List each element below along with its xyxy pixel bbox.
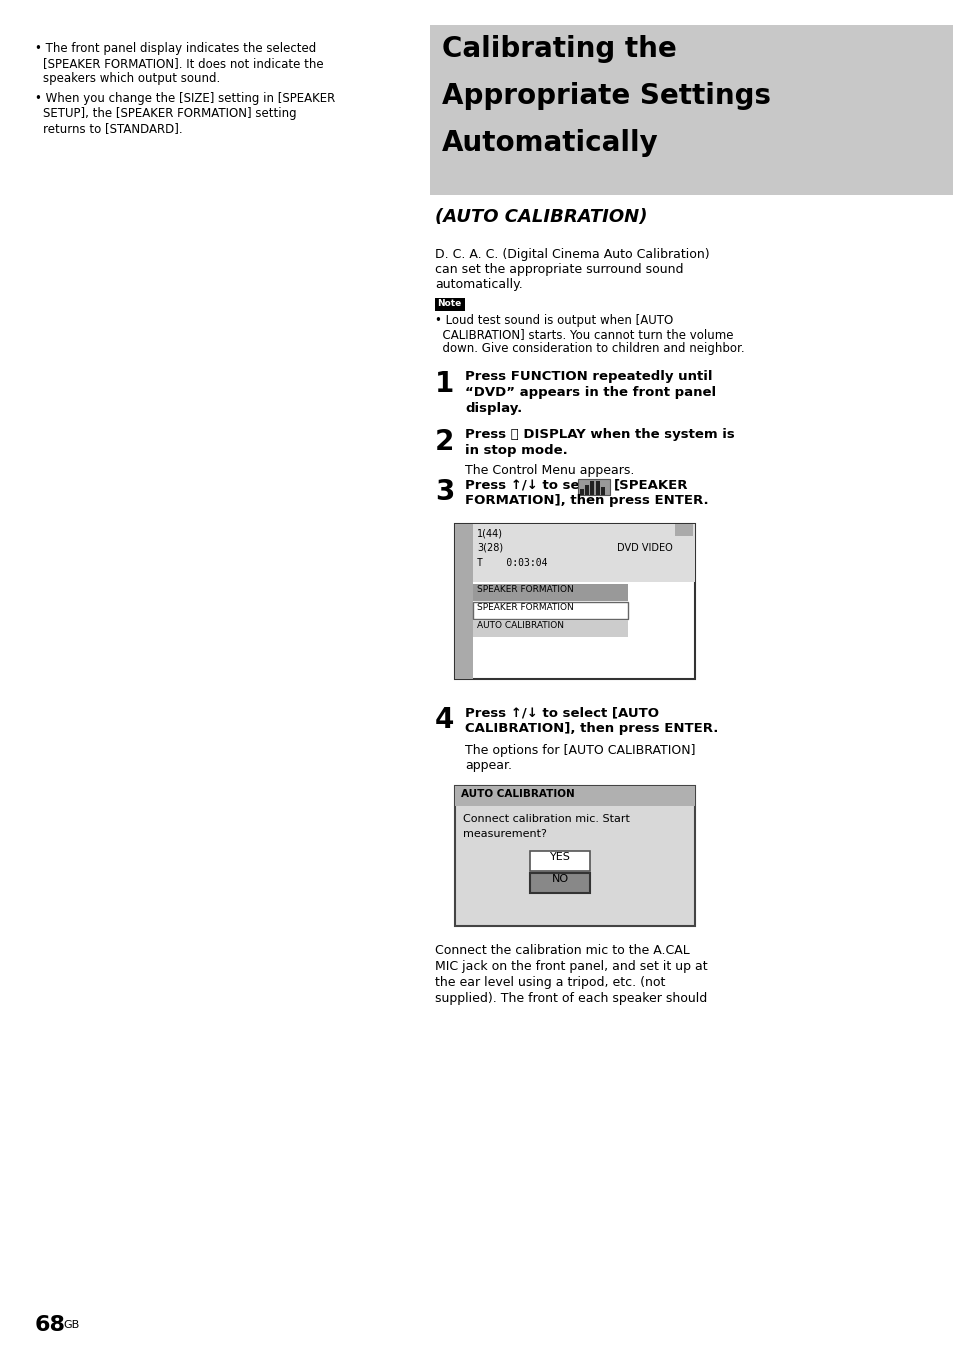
- Bar: [579, 489, 583, 495]
- Bar: [430, 24, 953, 195]
- Bar: [455, 638, 473, 654]
- Text: the ear level using a tripod, etc. (not: the ear level using a tripod, etc. (not: [435, 976, 664, 990]
- Bar: [596, 481, 599, 495]
- Text: SPEAKER FORMATION: SPEAKER FORMATION: [476, 603, 573, 612]
- Text: AUTO CALIBRATION: AUTO CALIBRATION: [476, 621, 563, 630]
- Text: MIC jack on the front panel, and set it up at: MIC jack on the front panel, and set it …: [435, 960, 707, 973]
- Text: AUTO CALIBRATION: AUTO CALIBRATION: [460, 790, 574, 799]
- Text: display.: display.: [464, 402, 521, 415]
- Text: Automatically: Automatically: [441, 128, 659, 157]
- Text: The Control Menu appears.: The Control Menu appears.: [464, 464, 634, 477]
- Bar: [455, 584, 473, 600]
- Text: • Loud test sound is output when [AUTO: • Loud test sound is output when [AUTO: [435, 314, 673, 327]
- Text: Press ⓓ DISPLAY when the system is: Press ⓓ DISPLAY when the system is: [464, 429, 734, 441]
- Text: “DVD” appears in the front panel: “DVD” appears in the front panel: [464, 387, 716, 399]
- Text: SETUP], the [SPEAKER FORMATION] setting: SETUP], the [SPEAKER FORMATION] setting: [43, 107, 296, 120]
- Text: NO: NO: [551, 873, 568, 884]
- Text: 2: 2: [435, 429, 454, 456]
- Text: DVD VIDEO: DVD VIDEO: [617, 544, 672, 553]
- Text: supplied). The front of each speaker should: supplied). The front of each speaker sho…: [435, 992, 706, 1005]
- Bar: [455, 621, 473, 635]
- Text: FORMATION], then press ENTER.: FORMATION], then press ENTER.: [464, 493, 708, 507]
- Bar: [455, 638, 473, 679]
- Text: 1: 1: [435, 370, 454, 397]
- Text: Connect the calibration mic to the A.CAL: Connect the calibration mic to the A.CAL: [435, 944, 689, 957]
- Text: GB: GB: [63, 1320, 79, 1330]
- Bar: [455, 786, 695, 926]
- Text: YES: YES: [549, 852, 570, 863]
- Text: CALIBRATION] starts. You cannot turn the volume: CALIBRATION] starts. You cannot turn the…: [435, 329, 733, 341]
- Bar: [600, 487, 604, 495]
- Text: 4: 4: [435, 706, 454, 734]
- Text: Press ↑/↓ to select: Press ↑/↓ to select: [464, 479, 607, 491]
- Text: [SPEAKER FORMATION]. It does not indicate the: [SPEAKER FORMATION]. It does not indicat…: [43, 57, 323, 70]
- Text: Appropriate Settings: Appropriate Settings: [441, 82, 770, 110]
- Text: [SPEAKER: [SPEAKER: [614, 479, 688, 491]
- Text: Calibrating the: Calibrating the: [441, 35, 676, 64]
- Text: Note: Note: [436, 299, 460, 308]
- Bar: [473, 602, 627, 619]
- Text: • The front panel display indicates the selected: • The front panel display indicates the …: [35, 42, 315, 55]
- Bar: [584, 485, 588, 495]
- Bar: [455, 602, 473, 618]
- Bar: [675, 525, 692, 535]
- Text: appear.: appear.: [464, 758, 512, 772]
- Bar: [455, 525, 695, 679]
- Text: measurement?: measurement?: [462, 829, 546, 840]
- Bar: [530, 850, 589, 871]
- Text: The options for [AUTO CALIBRATION]: The options for [AUTO CALIBRATION]: [464, 744, 695, 757]
- Text: automatically.: automatically.: [435, 279, 522, 291]
- Text: 68: 68: [35, 1315, 66, 1334]
- Bar: [589, 481, 594, 495]
- Bar: [578, 479, 609, 495]
- Text: Press FUNCTION repeatedly until: Press FUNCTION repeatedly until: [464, 370, 712, 383]
- Text: can set the appropriate surround sound: can set the appropriate surround sound: [435, 264, 682, 276]
- Text: 1(44): 1(44): [476, 529, 502, 538]
- Text: SPEAKER FORMATION: SPEAKER FORMATION: [476, 585, 573, 594]
- Text: returns to [STANDARD].: returns to [STANDARD].: [43, 122, 182, 135]
- Bar: [455, 786, 695, 806]
- Text: D. C. A. C. (Digital Cinema Auto Calibration): D. C. A. C. (Digital Cinema Auto Calibra…: [435, 247, 709, 261]
- Text: Connect calibration mic. Start: Connect calibration mic. Start: [462, 814, 629, 823]
- Text: 3(28): 3(28): [476, 544, 502, 553]
- Text: 3: 3: [435, 479, 454, 506]
- Text: (AUTO CALIBRATION): (AUTO CALIBRATION): [435, 208, 647, 226]
- Text: Press ↑/↓ to select [AUTO: Press ↑/↓ to select [AUTO: [464, 706, 659, 719]
- Text: T    0:03:04: T 0:03:04: [476, 558, 547, 568]
- Text: in stop mode.: in stop mode.: [464, 443, 567, 457]
- Bar: [473, 525, 695, 581]
- Text: speakers which output sound.: speakers which output sound.: [43, 72, 220, 85]
- Bar: [455, 525, 473, 679]
- Bar: [435, 297, 464, 311]
- Bar: [473, 621, 627, 637]
- Text: CALIBRATION], then press ENTER.: CALIBRATION], then press ENTER.: [464, 722, 718, 735]
- Bar: [473, 584, 627, 602]
- Bar: [530, 873, 589, 894]
- Text: • When you change the [SIZE] setting in [SPEAKER: • When you change the [SIZE] setting in …: [35, 92, 335, 105]
- Text: down. Give consideration to children and neighbor.: down. Give consideration to children and…: [435, 342, 744, 356]
